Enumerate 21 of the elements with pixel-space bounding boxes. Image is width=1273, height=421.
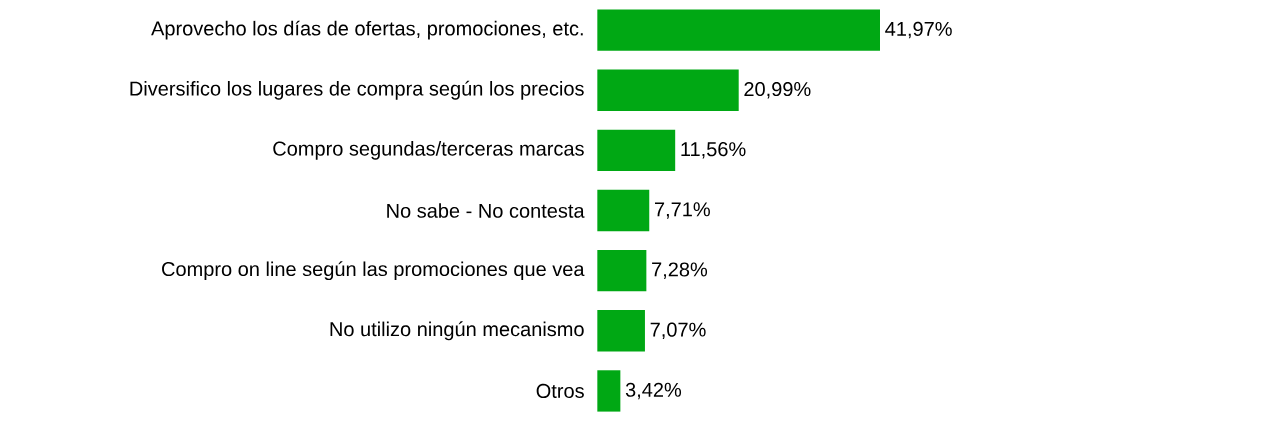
bar (597, 9, 880, 51)
bar (597, 69, 739, 111)
data-label: 7,71% (654, 202, 710, 219)
y-tick-label: Aprovecho los días de ofertas, promociones, etc. (151, 20, 583, 40)
data-label: 7,28% (652, 262, 708, 279)
data-label: 41,97% (885, 21, 952, 39)
bar (597, 310, 645, 352)
data-label: 3,42% (625, 382, 682, 400)
data-label: 20,99% (744, 81, 811, 99)
data-label: 7,07% (650, 322, 706, 340)
y-tick-label: No utilizo ningún mecanismo (330, 321, 584, 341)
bar (597, 249, 647, 292)
bar (597, 370, 621, 412)
data-label: 11,56% (681, 142, 746, 159)
y-tick-label: Diversifico los lugares de compra según los precios (130, 80, 584, 100)
y-tick-label: Compro on line según las promociones que vea (162, 261, 585, 281)
bar (597, 189, 650, 232)
y-tick-label: No sabe - No contesta (387, 203, 585, 218)
y-tick-label: Otros (536, 383, 584, 399)
y-tick-label: Compro segundas/terceras marcas (273, 141, 584, 160)
bar (597, 129, 676, 172)
